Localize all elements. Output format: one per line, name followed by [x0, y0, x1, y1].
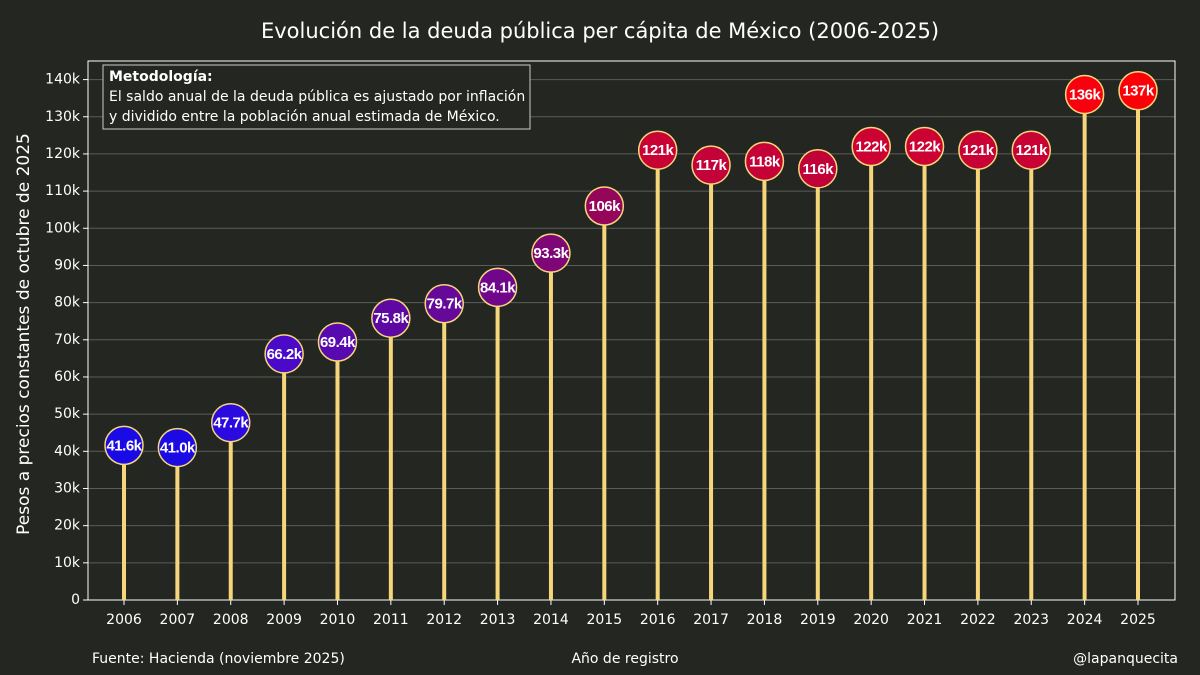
annotation-box — [102, 64, 531, 130]
x-tick-label: 2021 — [907, 612, 943, 628]
x-tick-label: 2008 — [213, 612, 249, 628]
x-tick-label: 2024 — [1067, 612, 1103, 628]
y-tick-label: 30k — [54, 480, 81, 496]
y-tick-label: 120k — [45, 146, 81, 162]
value-label: 121k — [962, 142, 995, 159]
x-tick-label: 2011 — [373, 612, 409, 628]
x-tick-label: 2015 — [586, 612, 622, 628]
y-tick-label: 70k — [54, 332, 81, 348]
x-axis-label: Año de registro — [571, 651, 678, 667]
dot — [584, 186, 625, 226]
y-tick-label: 90k — [54, 257, 81, 273]
y-tick-label: 100k — [45, 220, 81, 236]
dot — [371, 298, 411, 338]
value-label: 41.0k — [160, 440, 196, 457]
y-tick-label: 50k — [54, 406, 81, 422]
y-axis-label: Pesos a precios constantes de octubre de… — [14, 133, 34, 535]
x-tick-label: 2022 — [960, 612, 996, 628]
y-tick-label: 110k — [45, 183, 81, 199]
y-tick-label: 140k — [45, 72, 81, 88]
value-label: 41.6k — [106, 437, 142, 454]
dot — [904, 126, 945, 167]
value-label: 69.4k — [320, 334, 356, 351]
value-label: 66.2k — [267, 346, 303, 363]
y-tick-label: 60k — [54, 369, 81, 385]
y-tick-label: 0 — [71, 592, 80, 608]
x-tick-label: 2014 — [533, 612, 569, 628]
dot — [264, 334, 304, 374]
x-tick-label: 2007 — [160, 612, 196, 628]
dot — [1118, 70, 1158, 111]
plot-area: 0 10k 20k 30k 40k 50k 60k 70k 80k 90k 100k 110k 120k… — [45, 60, 1176, 628]
x-tick-label: 2018 — [747, 612, 783, 628]
value-label: 79.7k — [427, 296, 463, 313]
dot — [424, 283, 464, 324]
value-label: 137k — [1122, 83, 1155, 100]
x-tick-label: 2025 — [1120, 612, 1156, 628]
dot — [637, 130, 678, 170]
credit: @lapanquecita — [1073, 651, 1178, 667]
x-tick-label: 2023 — [1013, 612, 1049, 628]
x-tick-label: 2019 — [800, 612, 836, 628]
y-tick-label: 20k — [54, 518, 81, 534]
x-tick-label: 2016 — [640, 612, 676, 628]
dot — [691, 145, 731, 185]
x-tick-label: 2010 — [320, 612, 356, 628]
value-label: 84.1k — [480, 279, 516, 296]
value-label: 121k — [642, 142, 675, 159]
x-tick-label: 2013 — [480, 612, 516, 628]
dot — [1064, 74, 1105, 115]
plot-frame — [87, 60, 1176, 601]
annotation-line: El saldo anual de la deuda pública es aj… — [109, 89, 525, 105]
y-tick-label: 130k — [45, 109, 81, 125]
y-tick-label: 40k — [54, 443, 81, 459]
x-tick-label: 2020 — [853, 612, 889, 628]
value-label: 122k — [909, 138, 942, 155]
dot — [210, 402, 251, 443]
annotation-line: y dividido entre la población anual esti… — [109, 109, 500, 125]
x-tick-label: 2017 — [693, 612, 729, 628]
chart-title: Evolución de la deuda pública per cápita… — [261, 19, 939, 43]
y-tick-label: 10k — [54, 555, 81, 571]
value-label: 93.3k — [533, 245, 569, 262]
value-label: 75.8k — [373, 310, 409, 327]
annotation-title: Metodología: — [109, 69, 213, 85]
dot — [744, 141, 785, 182]
dot — [317, 322, 358, 362]
y-tick-label: 80k — [54, 295, 81, 311]
dot — [104, 425, 144, 466]
value-label: 116k — [803, 161, 835, 178]
value-label: 117k — [696, 157, 728, 174]
dot — [798, 149, 838, 189]
x-tick-label: 2006 — [106, 612, 142, 628]
value-label: 136k — [1069, 86, 1102, 103]
dot — [157, 427, 198, 468]
source: Fuente: Hacienda (noviembre 2025) — [92, 651, 345, 667]
dot — [531, 233, 571, 273]
dot — [958, 130, 998, 170]
dot — [851, 126, 891, 167]
value-label: 47.7k — [213, 415, 249, 432]
x-tick-label: 2012 — [426, 612, 462, 628]
value-label: 122k — [855, 138, 888, 155]
value-label: 106k — [589, 198, 622, 215]
dot — [477, 267, 518, 308]
x-tick-label: 2009 — [266, 612, 302, 628]
dot — [1011, 130, 1052, 170]
value-label: 118k — [749, 153, 781, 170]
value-label: 121k — [1016, 142, 1049, 159]
